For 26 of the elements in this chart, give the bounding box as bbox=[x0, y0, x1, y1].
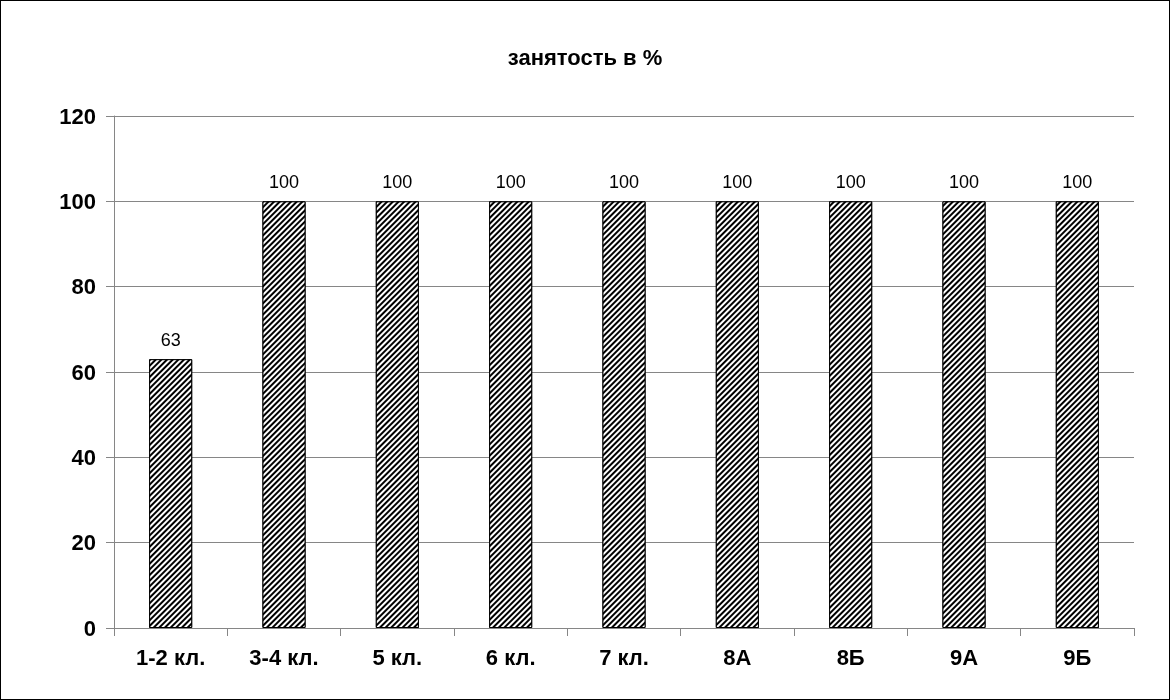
chart-title: занятость в % bbox=[507, 44, 663, 70]
x-tick-label: 9Б bbox=[1063, 644, 1092, 670]
x-tick-label: 7 кл. bbox=[599, 644, 649, 670]
x-tick-label: 5 кл. bbox=[372, 644, 423, 670]
data-label: 100 bbox=[268, 172, 300, 193]
x-tick-label: 1-2 кл. bbox=[136, 644, 206, 670]
x-tick-label: 6 кл. bbox=[485, 644, 536, 670]
x-tick-label: 9А bbox=[949, 644, 979, 670]
data-label: 100 bbox=[1062, 172, 1093, 193]
data-label: 63 bbox=[160, 330, 181, 351]
y-tick-label: 80 bbox=[71, 274, 96, 300]
y-tick-label: 100 bbox=[59, 188, 96, 214]
x-tick-label: 3-4 кл. bbox=[249, 644, 319, 670]
data-label: 100 bbox=[722, 172, 753, 193]
data-label: 100 bbox=[382, 172, 413, 193]
x-tick-label: 8Б bbox=[836, 644, 865, 670]
y-tick-label: 40 bbox=[71, 444, 96, 470]
data-label: 100 bbox=[495, 172, 526, 193]
data-label: 100 bbox=[835, 172, 866, 193]
y-tick-label: 20 bbox=[71, 530, 96, 556]
y-tick-label: 120 bbox=[59, 103, 96, 129]
data-label: 100 bbox=[608, 172, 640, 193]
x-tick-label: 8А bbox=[723, 644, 752, 670]
data-label: 100 bbox=[948, 172, 980, 193]
y-tick-label: 60 bbox=[71, 359, 96, 385]
y-tick-label: 0 bbox=[83, 615, 96, 641]
